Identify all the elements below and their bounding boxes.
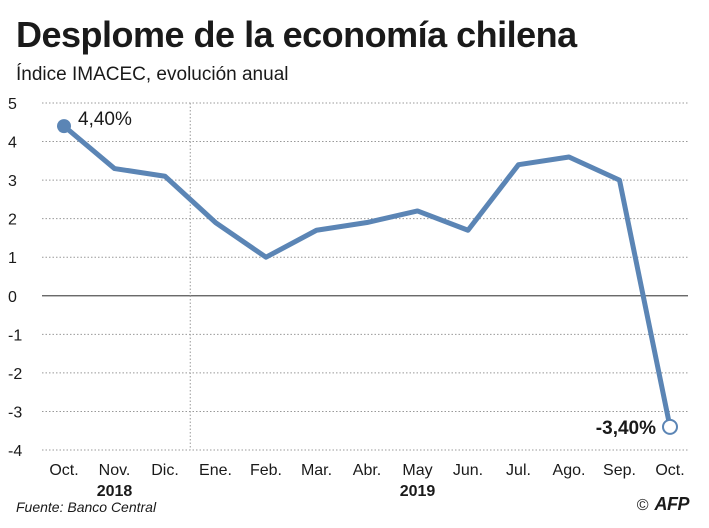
y-tick-label: 2 [8, 212, 17, 229]
x-tick-label: Abr. [353, 462, 381, 479]
x-tick-label: Mar. [301, 462, 332, 479]
x-tick-label: Dic. [151, 462, 179, 479]
x-tick-label: Jun. [453, 462, 483, 479]
copyright-symbol: © [636, 497, 649, 514]
x-tick-label: Sep. [603, 462, 636, 479]
y-tick-label: -1 [8, 327, 22, 344]
series-line [61, 123, 673, 430]
x-tick-label: Ene. [199, 462, 232, 479]
y-tick-label: 4 [8, 135, 17, 152]
y-tick-label: 3 [8, 173, 17, 190]
y-tick-label: 1 [8, 250, 17, 267]
x-tick-label: Jul. [506, 462, 531, 479]
data-label: 4,40% [78, 109, 132, 130]
y-tick-label: 5 [8, 96, 17, 113]
afp-logo: AFP [654, 494, 690, 514]
y-tick-label: 0 [8, 289, 17, 306]
y-tick-label: -4 [8, 443, 22, 460]
agency-credit: © AFP [636, 494, 690, 515]
start-point-marker [57, 119, 71, 134]
x-tick-label: May [402, 462, 432, 479]
end-point-marker [662, 418, 678, 435]
year-label: 2019 [400, 483, 436, 500]
year-label: 2018 [97, 483, 133, 500]
source-note: Fuente: Banco Central [16, 499, 157, 515]
chart-title: Desplome de la economía chilena [16, 14, 577, 55]
chart-subtitle: Índice IMACEC, evolución anual [16, 64, 289, 85]
x-tick-label: Feb. [250, 462, 282, 479]
x-tick-label: Oct. [49, 462, 78, 479]
data-label: -3,40% [596, 418, 656, 439]
x-tick-label: Oct. [655, 462, 684, 479]
x-tick-label: Nov. [99, 462, 131, 479]
x-tick-label: Ago. [553, 462, 586, 479]
y-tick-label: -2 [8, 366, 22, 383]
y-tick-label: -3 [8, 404, 22, 421]
